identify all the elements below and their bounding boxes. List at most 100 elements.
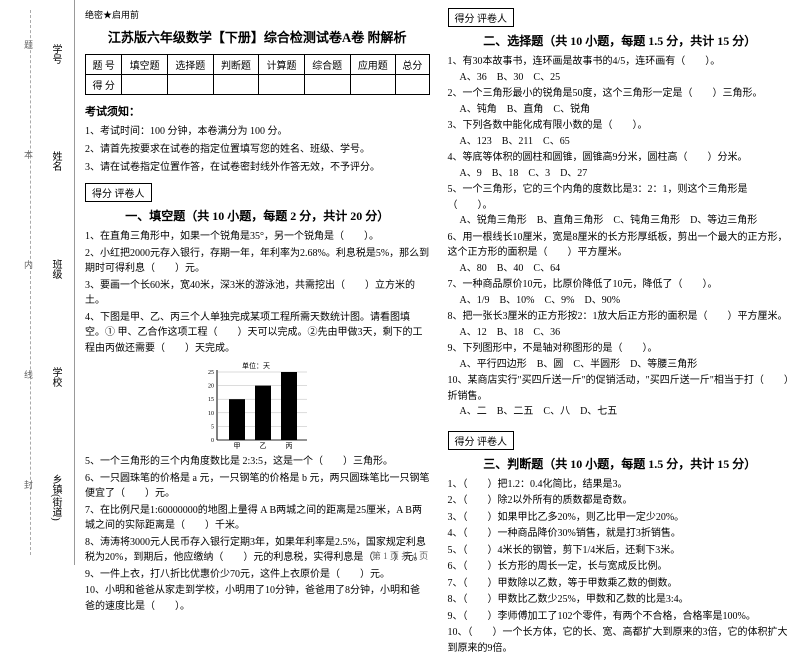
option: B、18 (492, 166, 519, 182)
q-item: 2、小红把2000元存入银行，存期一年，年利率为2.68%。利息税是5%，那么到… (85, 246, 430, 277)
q-item: 10、（ ）一个长方体，它的长、宽、高都扩大到原来的3倍，它的体积扩大到原来的9… (448, 625, 793, 656)
q-item: 3、（ ）如果甲比乙多20%，则乙比甲一定少20%。 (448, 510, 793, 526)
th-5: 综合题 (304, 55, 350, 75)
q-item: 5、一个三角形，它的三个内角的度数比是3：2：1，则这个三角形是（ ）。A、锐角… (448, 182, 793, 229)
q-item: 10、小明和爸爸从家走到学校，小明用了10分钟，爸爸用了8分钟，小明和爸爸的速度… (85, 583, 430, 614)
option: C、3 (528, 166, 550, 182)
bar-chart: 单位：天 0 5 10 15 20 25 甲 乙 丙 (192, 360, 322, 450)
q-item: 1、有30本故事书，连环画是故事书的4/5，连环画有（ ）。A、36B、30C、… (448, 54, 793, 85)
section2-title: 二、选择题（共 10 小题，每题 1.5 分，共计 15 分） (448, 32, 793, 49)
q-item: 9、下列图形中，不是轴对称图形的是（ ）。A、平行四边形B、圆C、半圆形D、等腰… (448, 341, 793, 372)
td-0: 得 分 (86, 75, 122, 95)
label-town: 乡镇(街道) (48, 471, 63, 524)
svg-text:乙: 乙 (260, 442, 267, 450)
notice-title: 考试须知： (85, 103, 430, 119)
option: D、90% (585, 293, 621, 309)
svg-text:0: 0 (211, 438, 214, 444)
vtext-2: 本 (22, 150, 35, 159)
option: A、80 (460, 261, 487, 277)
section1-questions-cont: 5、一个三角形的三个内角度数比是 2:3:5，这是一个（ ）三角形。 6、一只圆… (85, 454, 430, 614)
option: C、钝角三角形 (613, 213, 680, 229)
svg-text:甲: 甲 (234, 442, 241, 450)
option: A、锐角三角形 (460, 213, 527, 229)
label-student-id: 学号 (48, 41, 63, 67)
option: C、64 (533, 261, 560, 277)
svg-text:15: 15 (208, 397, 214, 403)
option: A、1/9 (460, 293, 490, 309)
option: C、36 (533, 325, 560, 341)
svg-text:20: 20 (208, 384, 214, 390)
dashed-fold-line (30, 10, 31, 555)
svg-text:5: 5 (211, 424, 214, 430)
exam-title: 江苏版六年级数学【下册】综合检测试卷A卷 附解析 (85, 27, 430, 46)
notice-item: 1、考试时间：100 分钟，本卷满分为 100 分。 (85, 123, 430, 141)
q-item: 9、一件上衣，打八折比优惠价少70元，这件上衣原价是（ ）元。 (85, 567, 430, 583)
q-item: 8、（ ）甲数比乙数少25%，甲数和乙数的比是3:4。 (448, 592, 793, 608)
option: A、二 (460, 404, 487, 420)
q-item: 2、一个三角形最小的锐角是50度，这个三角形一定是（ ）三角形。A、钝角B、直角… (448, 86, 793, 117)
notice-item: 3、请在试卷指定位置作答，在试卷密封线外作答无效，不予评分。 (85, 159, 430, 177)
th-6: 应用题 (350, 55, 396, 75)
option: D、等腰三角形 (630, 357, 697, 373)
chart-ylabel: 单位：天 (242, 361, 270, 370)
th-1: 填空题 (122, 55, 168, 75)
q-item: 10、某商店实行"买四斤送一斤"的促销活动，"买四斤送一斤"相当于打（ ）折销售… (448, 373, 793, 420)
q-item: 5、一个三角形的三个内角度数比是 2:3:5，这是一个（ ）三角形。 (85, 454, 430, 470)
option: B、直角三角形 (537, 213, 604, 229)
q-item: 7、在比例尺是1:60000000的地图上量得 A B两城之间的距离是25厘米，… (85, 503, 430, 534)
option: C、25 (533, 70, 560, 86)
option: B、211 (502, 134, 533, 150)
q-item: 1、在直角三角形中，如果一个锐角是35°，另一个锐角是（ ）。 (85, 229, 430, 245)
option: A、123 (460, 134, 492, 150)
option: B、30 (497, 70, 524, 86)
section2-questions: 1、有30本故事书，连环画是故事书的4/5，连环画有（ ）。A、36B、30C、… (448, 54, 793, 420)
th-4: 计算题 (259, 55, 305, 75)
q-item: 4、等底等体积的圆柱和圆锥，圆锥高9分米，圆柱高（ ）分米。A、9B、18C、3… (448, 150, 793, 181)
score-table: 题 号 填空题 选择题 判断题 计算题 综合题 应用题 总分 得 分 (85, 54, 430, 95)
th-7: 总分 (396, 55, 429, 75)
option: B、直角 (507, 102, 544, 118)
vtext-1: 题 (22, 40, 35, 49)
svg-text:10: 10 (208, 411, 214, 417)
q-item: 6、用一根线长10厘米，宽是8厘米的长方形厚纸板，剪出一个最大的正方形，这个正方… (448, 230, 793, 277)
q-item: 3、下列各数中能化成有限小数的是（ ）。A、123B、211C、65 (448, 118, 793, 149)
option: A、12 (460, 325, 487, 341)
q-item: 4、（ ）一种商品降价30%销售，就是打3折销售。 (448, 526, 793, 542)
secret-label: 绝密★启用前 (85, 8, 430, 21)
th-3: 判断题 (213, 55, 259, 75)
label-class: 班级 (48, 256, 63, 282)
th-0: 题 号 (86, 55, 122, 75)
option: B、10% (500, 293, 535, 309)
page-footer: 第 1 页 共 4 页 (0, 549, 800, 562)
notice-list: 1、考试时间：100 分钟，本卷满分为 100 分。 2、请首先按要求在试卷的指… (85, 123, 430, 177)
option: C、八 (543, 404, 570, 420)
section3-score-box: 得分 评卷人 (448, 431, 515, 450)
vtext-3: 内 (22, 260, 35, 269)
section1-questions: 1、在直角三角形中，如果一个锐角是35°，另一个锐角是（ ）。 2、小红把200… (85, 229, 430, 356)
notice-item: 2、请首先按要求在试卷的指定位置填写您的姓名、班级、学号。 (85, 141, 430, 159)
section2-score-box: 得分 评卷人 (448, 8, 515, 27)
option: B、圆 (537, 357, 564, 373)
svg-text:丙: 丙 (286, 442, 293, 450)
section3-title: 三、判断题（共 10 小题，每题 1.5 分，共计 15 分） (448, 455, 793, 472)
option: B、二五 (497, 404, 534, 420)
q-item: 3、要画一个长60米，宽40米，深3米的游泳池，共需挖出（ ）立方米的土。 (85, 278, 430, 309)
q-item: 4、下图是甲、乙、丙三个人单独完成某项工程所需天数统计图。请看图填空。① 甲、乙… (85, 310, 430, 357)
q-item: 7、（ ）甲数除以乙数，等于甲数乘乙数的倒数。 (448, 576, 793, 592)
option: A、平行四边形 (460, 357, 527, 373)
q-item: 8、把一张长3厘米的正方形按2：1放大后正方形的面积是（ ）平方厘米。A、12B… (448, 309, 793, 340)
option: D、七五 (580, 404, 617, 420)
label-name: 姓名 (48, 148, 63, 174)
score-header-row: 题 号 填空题 选择题 判断题 计算题 综合题 应用题 总分 (86, 55, 430, 75)
option: A、36 (460, 70, 487, 86)
option: A、钝角 (460, 102, 497, 118)
option: C、半圆形 (573, 357, 620, 373)
section1-title: 一、填空题（共 10 小题，每题 2 分，共计 20 分） (85, 207, 430, 224)
svg-text:25: 25 (208, 370, 214, 376)
option: B、40 (497, 261, 524, 277)
score-value-row: 得 分 (86, 75, 430, 95)
option: C、9% (545, 293, 575, 309)
q-item: 2、（ ）除2以外所有的质数都是奇数。 (448, 493, 793, 509)
option: A、9 (460, 166, 482, 182)
q-item: 9、（ ）李师傅加工了102个零件，有两个不合格，合格率是100%。 (448, 609, 793, 625)
